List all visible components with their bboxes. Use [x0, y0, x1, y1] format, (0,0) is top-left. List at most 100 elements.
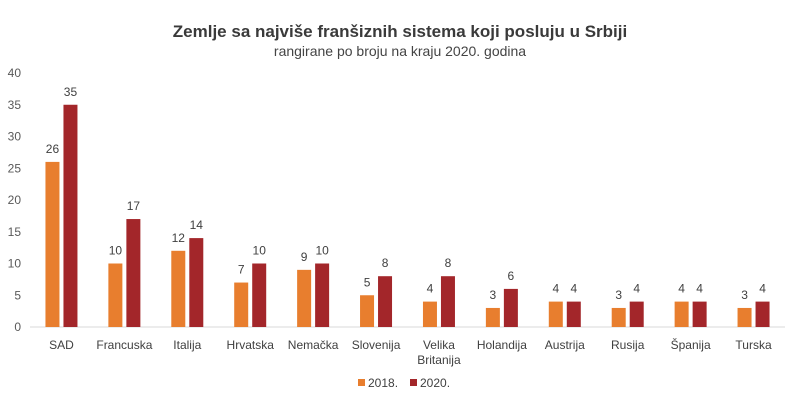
x-tick-label: Hrvatska [227, 338, 275, 352]
bar-2020 [189, 238, 204, 327]
x-tick-label: Francuska [96, 338, 152, 352]
x-tick-label-line: Nemačka [288, 338, 339, 352]
bar-group: 9 10 [297, 244, 330, 327]
bar-group: 12 14 [171, 218, 204, 327]
x-tick-label: Slovenija [352, 338, 401, 352]
x-tick-label: Španija [671, 337, 711, 352]
legend-item: 2018. [358, 376, 398, 390]
legend-swatch [410, 379, 417, 386]
data-label: 4 [552, 282, 559, 296]
legend-item: 2020. [410, 376, 450, 390]
data-label: 4 [696, 282, 703, 296]
data-label: 9 [301, 250, 308, 264]
y-tick-label: 25 [8, 161, 22, 175]
data-label: 26 [46, 142, 60, 156]
data-label: 7 [238, 263, 245, 277]
data-label: 4 [678, 282, 685, 296]
data-label: 10 [253, 244, 267, 258]
bar-2018 [108, 263, 123, 327]
data-label: 10 [315, 244, 329, 258]
bar-group: 7 10 [234, 244, 267, 327]
bar-2018 [234, 282, 249, 327]
y-tick-label: 15 [8, 225, 22, 239]
y-tick-label: 40 [8, 66, 22, 80]
bar-group: 26 35 [45, 85, 78, 327]
x-tick-label: Rusija [611, 338, 645, 352]
y-tick-label: 10 [8, 257, 22, 271]
bar-2020 [440, 276, 455, 327]
legend-label: 2020. [420, 376, 450, 390]
data-label: 12 [172, 231, 186, 245]
data-label: 3 [741, 288, 748, 302]
bar-2018 [611, 307, 626, 327]
bar-group: 58 [360, 256, 393, 327]
x-tick-label: Turska [735, 338, 772, 352]
data-label: 3 [615, 288, 622, 302]
bar-2018 [297, 269, 312, 327]
bar-2020 [629, 301, 644, 327]
x-tick-label-line: Britanija [417, 353, 461, 367]
x-tick-label-line: Hrvatska [227, 338, 275, 352]
data-label: 8 [382, 256, 389, 270]
bar-2018 [737, 307, 752, 327]
bar-2020 [252, 263, 267, 327]
chart-subtitle: rangirane po broju na kraju 2020. godina [274, 43, 526, 59]
bar-2020 [692, 301, 707, 327]
y-axis: 0 5 10 15 20 25 30 35 40 [8, 66, 22, 334]
bar-2018 [360, 295, 375, 327]
y-tick-label: 5 [14, 288, 21, 302]
bar-2018 [674, 301, 689, 327]
x-tick-label-line: Turska [735, 338, 772, 352]
bar-group: 10 17 [108, 199, 141, 327]
data-label: 8 [445, 256, 452, 270]
x-tick-label-line: Austrija [545, 338, 585, 352]
bar-2020 [315, 263, 330, 327]
bar-2020 [566, 301, 581, 327]
x-tick-label: Holandija [477, 338, 527, 352]
data-label: 35 [64, 85, 78, 99]
legend-swatch [358, 379, 365, 386]
x-tick-label-line: Španija [671, 337, 711, 352]
x-tick-label: Velika Britanija [417, 338, 461, 367]
bar-2018 [422, 301, 437, 327]
data-label: 4 [570, 282, 577, 296]
data-label: 4 [633, 282, 640, 296]
x-tick-label-line: Francuska [96, 338, 152, 352]
bar-2020 [503, 288, 518, 327]
data-label: 17 [127, 199, 141, 213]
x-tick-label-line: Italija [173, 338, 201, 352]
x-tick-label: SAD [49, 338, 74, 352]
y-tick-label: 0 [14, 320, 21, 334]
x-tick-label: Nemačka [288, 338, 339, 352]
data-label: 4 [427, 282, 434, 296]
x-tick-label: Italija [173, 338, 201, 352]
data-label: 6 [508, 269, 515, 283]
bar-2020 [755, 301, 770, 327]
bar-2018 [171, 250, 186, 327]
bar-2018 [45, 161, 60, 327]
legend: 2018. 2020. [358, 376, 450, 390]
bar-2018 [485, 307, 500, 327]
bar-group: 36 [485, 269, 518, 327]
x-tick-label-line: Holandija [477, 338, 527, 352]
data-label: 3 [490, 288, 497, 302]
chart-title: Zemlje sa najviše franšiznih sistema koj… [173, 22, 627, 41]
x-tick-label-line: Velika [423, 338, 455, 352]
data-label: 4 [759, 282, 766, 296]
y-tick-label: 35 [8, 98, 22, 112]
data-label: 14 [190, 218, 204, 232]
x-axis-labels: SAD Francuska Italija Hrvatska Nemačka Sloven… [49, 337, 772, 367]
bar-2020 [126, 219, 141, 327]
bar-2018 [548, 301, 563, 327]
x-tick-label: Austrija [545, 338, 585, 352]
y-tick-label: 30 [8, 130, 22, 144]
legend-label: 2018. [368, 376, 398, 390]
bar-group: 48 [422, 256, 455, 327]
